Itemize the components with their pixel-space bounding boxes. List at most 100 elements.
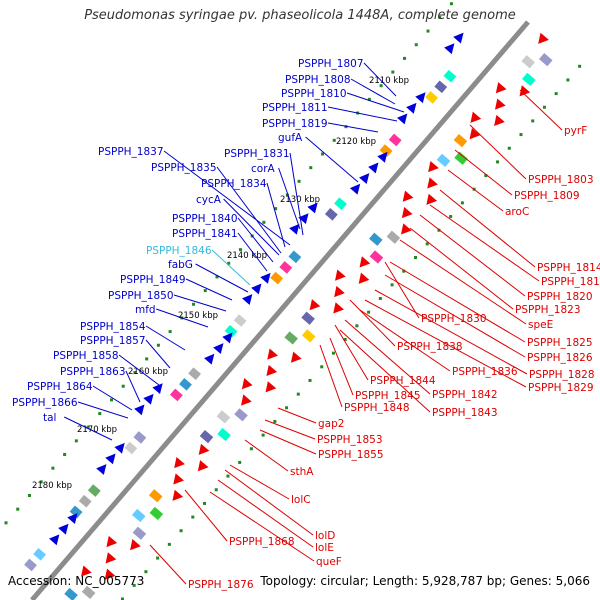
tick-dot xyxy=(320,365,324,369)
gene-arrow xyxy=(428,160,439,173)
gene-label[interactable]: PSPPH_1854 xyxy=(80,321,146,333)
gene-label[interactable]: PSPPH_1831 xyxy=(224,148,290,160)
feature-block xyxy=(169,388,183,402)
gene-label[interactable]: PSPPH_1830 xyxy=(421,313,487,325)
gene-label[interactable]: gufA xyxy=(278,132,303,144)
gene-label[interactable]: PSPPH_1823 xyxy=(515,304,581,316)
gene-label[interactable]: PSPPH_1819 xyxy=(262,118,328,130)
gene-label[interactable]: PSPPH_1814 xyxy=(537,262,600,274)
label-leader-line xyxy=(469,124,527,180)
tick-dot xyxy=(226,474,230,478)
label-leader-line xyxy=(346,92,405,113)
gene-label[interactable]: PSPPH_1846 xyxy=(146,245,212,257)
label-leader-line xyxy=(344,319,431,395)
gene-label[interactable]: PSPPH_1829 xyxy=(528,382,594,394)
gene-arrow xyxy=(105,552,117,564)
gene-label[interactable]: tal xyxy=(43,412,56,424)
tick-dot xyxy=(355,324,359,328)
gene-label[interactable]: lolE xyxy=(315,542,334,554)
gene-label[interactable]: PSPPH_1810 xyxy=(281,88,347,100)
tick-dot xyxy=(438,15,442,19)
tick-dot xyxy=(156,556,160,560)
gene-label[interactable]: PSPPH_1842 xyxy=(432,389,498,401)
gene-label[interactable]: corA xyxy=(251,163,276,175)
gene-label[interactable]: gap2 xyxy=(318,418,344,430)
gene-label[interactable]: PSPPH_1836 xyxy=(452,366,518,378)
gene-label[interactable]: PSPPH_1857 xyxy=(80,335,146,347)
gene-arrow xyxy=(333,302,344,314)
gene-label[interactable]: speE xyxy=(528,319,553,331)
tick-dot xyxy=(238,248,242,252)
gene-label[interactable]: PSPPH_1808 xyxy=(285,74,351,86)
gene-label[interactable]: PSPPH_1864 xyxy=(27,381,93,393)
gene-arrow xyxy=(58,523,69,535)
gene-label[interactable]: PSPPH_1844 xyxy=(370,375,436,387)
label-leader-line xyxy=(184,489,228,542)
tick-dot xyxy=(379,84,383,88)
gene-label[interactable]: PSPPH_1834 xyxy=(201,178,267,190)
gene-label[interactable]: PSPPH_1845 xyxy=(355,390,421,402)
tick-dot xyxy=(297,179,301,183)
tick-dot xyxy=(519,133,523,137)
label-leader-line xyxy=(389,261,526,343)
gene-label[interactable]: PSPPH_1866 xyxy=(12,397,78,409)
gene-label[interactable]: PSPPH_1807 xyxy=(298,58,364,70)
gene-label[interactable]: PSPPH_1843 xyxy=(432,407,498,419)
gene-arrow xyxy=(241,378,253,390)
gene-label[interactable]: fabG xyxy=(168,259,193,271)
label-leader-line xyxy=(519,89,563,131)
gene-label[interactable]: PSPPH_1853 xyxy=(317,434,383,446)
gene-label[interactable]: PSPPH_1855 xyxy=(318,449,384,461)
gene-arrow xyxy=(309,299,321,311)
gene-label[interactable]: PSPPH_1835 xyxy=(151,162,217,174)
gene-label[interactable]: PSPPH_1876 xyxy=(188,579,254,591)
gene-arrow xyxy=(358,272,370,284)
gene-label[interactable]: PSPPH_1826 xyxy=(527,352,593,364)
gene-label[interactable]: PSPPH_1849 xyxy=(120,274,186,286)
feature-block xyxy=(369,232,383,246)
gene-label[interactable]: PSPPH_1811 xyxy=(262,102,328,114)
gene-label[interactable]: mfd xyxy=(135,304,156,316)
label-leader-line xyxy=(329,337,354,396)
gene-label[interactable]: PSPPH_1841 xyxy=(172,228,238,240)
gene-label[interactable]: lolC xyxy=(291,494,311,506)
tick-dot xyxy=(16,507,20,511)
gene-label[interactable]: PSPPH_1863 xyxy=(60,366,126,378)
gene-label[interactable]: PSPPH_1837 xyxy=(98,146,164,158)
gene-label[interactable]: PSPPH_1850 xyxy=(108,290,174,302)
gene-label[interactable]: queF xyxy=(316,556,342,568)
gene-arrow xyxy=(251,283,262,295)
gene-arrow xyxy=(81,565,92,577)
gene-arrow xyxy=(213,343,224,354)
gene-arrow xyxy=(298,213,309,225)
feature-block xyxy=(179,378,192,391)
label-leader-line xyxy=(350,78,396,105)
gene-label-layer: PSPPH_1807 PSPPH_1808 PSPPH_1810 PSPPH_1811… xyxy=(12,58,600,591)
gene-label[interactable]: PSPPH_1825 xyxy=(527,337,593,349)
gene-label[interactable]: PSPPH_1858 xyxy=(53,350,119,362)
gene-label[interactable]: PSPPH_1816 xyxy=(541,276,600,288)
tick-label: 2170 kbp xyxy=(77,425,117,435)
label-leader-line xyxy=(217,479,314,548)
feature-block xyxy=(436,153,451,167)
gene-label[interactable]: PSPPH_1840 xyxy=(172,213,238,225)
label-leader-line xyxy=(63,416,113,441)
gene-arrow xyxy=(494,114,505,126)
gene-label[interactable]: PSPPH_1803 xyxy=(528,174,594,186)
gene-label[interactable]: PSPPH_1828 xyxy=(529,369,595,381)
gene-label[interactable]: sthA xyxy=(290,466,314,478)
gene-label[interactable]: aroC xyxy=(505,206,529,218)
gene-label[interactable]: PSPPH_1809 xyxy=(514,190,580,202)
label-leader-line xyxy=(334,324,369,381)
label-leader-line xyxy=(327,122,379,133)
gene-label[interactable]: pyrF xyxy=(564,125,587,137)
feature-block xyxy=(379,144,393,157)
gene-label[interactable]: cycA xyxy=(196,194,222,206)
feature-block xyxy=(270,271,284,285)
gene-label[interactable]: PSPPH_1820 xyxy=(527,291,593,303)
gene-label[interactable]: PSPPH_1848 xyxy=(344,402,410,414)
feature-block xyxy=(453,134,468,148)
gene-label[interactable]: lolD xyxy=(315,530,335,542)
tick-dot xyxy=(203,501,207,505)
gene-label[interactable]: PSPPH_1868 xyxy=(229,536,295,548)
